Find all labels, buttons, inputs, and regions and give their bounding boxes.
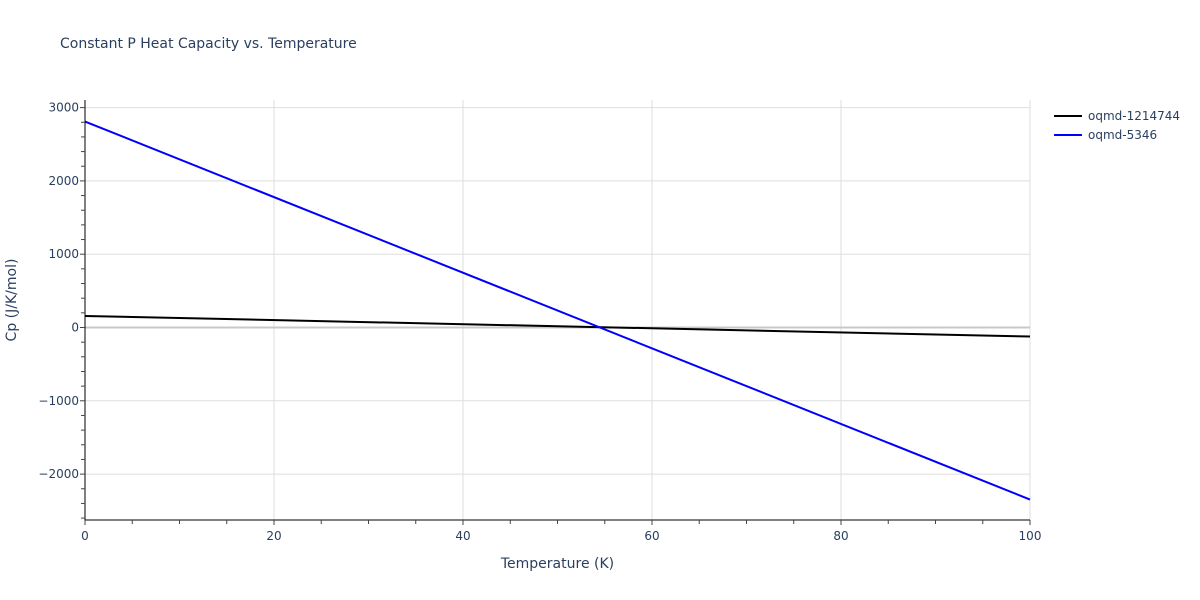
series-line [84, 314, 1031, 338]
legend-swatch-icon [1054, 133, 1082, 136]
legend-item[interactable]: oqmd-5346 [1054, 125, 1180, 144]
legend: oqmd-1214744 oqmd-5346 [1054, 106, 1180, 144]
y-tick-label: 2000 [48, 174, 79, 188]
x-tick-label: 100 [1019, 529, 1042, 543]
y-tick-label: −2000 [38, 467, 79, 481]
y-tick-label: 3000 [48, 101, 79, 115]
x-tick-label: 60 [644, 529, 659, 543]
legend-item[interactable]: oqmd-1214744 [1054, 106, 1180, 125]
x-tick-label: 0 [81, 529, 89, 543]
legend-swatch-icon [1054, 114, 1082, 117]
y-tick-label: 1000 [48, 247, 79, 261]
y-axis-title: Cp (J/K/mol) [4, 259, 20, 342]
y-tick-label: 0 [71, 321, 79, 335]
series-line [84, 120, 1031, 501]
legend-label: oqmd-1214744 [1088, 108, 1181, 123]
x-axis-title: Temperature (K) [500, 556, 614, 572]
x-tick-label: 20 [266, 529, 281, 543]
chart-title: Constant P Heat Capacity vs. Temperature [60, 36, 357, 52]
y-tick-label: −1000 [38, 394, 79, 408]
legend-label: oqmd-5346 [1088, 127, 1158, 142]
x-tick-label: 80 [833, 529, 848, 543]
x-tick-label: 40 [455, 529, 470, 543]
